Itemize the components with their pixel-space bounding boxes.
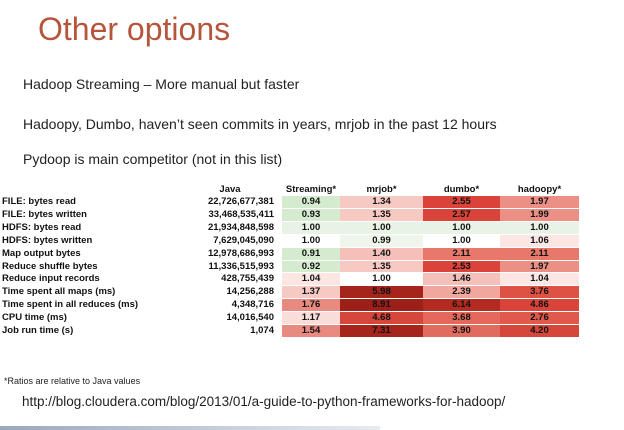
row-label: Reduce input records: [2, 273, 100, 285]
java-value: 14,016,540: [226, 312, 274, 324]
mrjob-ratio: 1.00: [340, 272, 423, 287]
table-row: Map output bytes 12,978,686,993 0.91 1.40 2.…: [0, 247, 579, 261]
hadoopy-ratio: 1.99: [500, 208, 579, 222]
hadoopy-ratio: 2.76: [500, 311, 579, 326]
dumbo-ratio: 2.11: [423, 247, 500, 261]
mrjob-ratio: 1.35: [340, 208, 423, 222]
header-mrjob: mrjob*: [366, 183, 397, 195]
streaming-ratio: 0.93: [282, 208, 340, 222]
streaming-ratio: 0.92: [282, 260, 340, 274]
mrjob-ratio: 1.40: [340, 247, 423, 261]
table-row: Time spent all maps (ms) 14,256,288 1.37 5.…: [0, 285, 579, 300]
hadoopy-ratio: 1.97: [500, 260, 579, 274]
row-label: HDFS: bytes read: [2, 221, 82, 233]
mrjob-ratio: 1.35: [340, 260, 423, 274]
streaming-ratio: 1.00: [282, 234, 340, 248]
mrjob-ratio: 5.98: [340, 285, 423, 300]
hadoopy-ratio: 1.00: [500, 221, 579, 235]
table-row: Job run time (s) 1,074 1.54 7.31 3.90 4.20: [0, 324, 579, 338]
table-row: CPU time (ms) 14,016,540 1.17 4.68 3.68 2.76: [0, 311, 579, 326]
java-value: 22,726,677,381: [207, 196, 274, 208]
bullet-hadoop-streaming: Hadoop Streaming – More manual but faste…: [23, 76, 300, 92]
dumbo-ratio: 3.90: [423, 324, 500, 338]
row-label: Time spent in all reduces (ms): [2, 299, 139, 311]
dumbo-ratio: 1.46: [423, 272, 500, 287]
row-label: CPU time (ms): [2, 312, 67, 324]
source-url[interactable]: http://blog.cloudera.com/blog/2013/01/a-…: [22, 394, 506, 409]
header-dumbo: dumbo*: [443, 183, 480, 195]
streaming-ratio: 1.54: [282, 324, 340, 338]
bottom-decoration-bar: [0, 426, 380, 430]
row-label: Map output bytes: [2, 247, 81, 259]
java-value: 21,934,848,598: [207, 221, 274, 233]
dumbo-ratio: 2.55: [423, 196, 500, 209]
streaming-ratio: 1.37: [282, 285, 340, 300]
mrjob-ratio: 1.00: [340, 221, 423, 235]
hadoopy-ratio: 1.06: [500, 234, 579, 248]
java-value: 7,629,045,090: [213, 234, 274, 246]
dumbo-ratio: 3.68: [423, 311, 500, 326]
mrjob-ratio: 7.31: [340, 324, 423, 338]
dumbo-ratio: 2.39: [423, 285, 500, 300]
java-value: 11,336,515,993: [208, 260, 274, 272]
java-value: 428,755,439: [221, 273, 274, 285]
footnote: *Ratios are relative to Java values: [4, 376, 141, 386]
mrjob-ratio: 8.91: [340, 298, 423, 313]
java-value: 12,978,686,993: [207, 247, 274, 259]
java-value: 1,074: [250, 325, 274, 337]
dumbo-ratio: 6.14: [423, 298, 500, 313]
table-row: Reduce shuffle bytes 11,336,515,993 0.92 1.…: [0, 260, 579, 274]
dumbo-ratio: 2.57: [423, 208, 500, 222]
streaming-ratio: 0.94: [282, 196, 340, 209]
streaming-ratio: 1.04: [282, 272, 340, 287]
streaming-ratio: 1.17: [282, 311, 340, 326]
table-row: Reduce input records 428,755,439 1.04 1.00 1…: [0, 272, 579, 287]
table-row: FILE: bytes read 22,726,677,381 0.94 1.34 2.…: [0, 196, 579, 209]
slide-title: Other options: [38, 11, 231, 47]
streaming-ratio: 0.91: [282, 247, 340, 261]
dumbo-ratio: 1.00: [423, 234, 500, 248]
streaming-ratio: 1.00: [282, 221, 340, 235]
row-label: FILE: bytes read: [2, 196, 76, 208]
header-java: Java: [219, 183, 241, 195]
table-row: HDFS: bytes read 21,934,848,598 1.00 1.00 1.…: [0, 221, 579, 235]
row-label: Reduce shuffle bytes: [2, 260, 98, 272]
bullet-pydoop: Pydoop is main competitor (not in this l…: [23, 151, 283, 167]
table-row: HDFS: bytes written 7,629,045,090 1.00 0.99…: [0, 234, 579, 248]
hadoopy-ratio: 4.86: [500, 298, 579, 313]
header-label: [0, 182, 178, 196]
table-body: FILE: bytes read 22,726,677,381 0.94 1.34 2.…: [0, 196, 579, 338]
bullet-hadoopy-dumbo: Hadoopy, Dumbo, haven’t seen commits in …: [23, 116, 497, 132]
table-header-row: Java Streaming* mrjob* dumbo* hadoopy*: [0, 182, 579, 196]
hadoopy-ratio: 1.04: [500, 272, 579, 287]
header-streaming: Streaming*: [285, 183, 337, 195]
table-row: Time spent in all reduces (ms) 4,348,716 1…: [0, 298, 579, 313]
hadoopy-ratio: 4.20: [500, 324, 579, 338]
mrjob-ratio: 0.99: [340, 234, 423, 248]
mrjob-ratio: 4.68: [340, 311, 423, 326]
java-value: 33,468,535,411: [208, 208, 274, 220]
java-value: 4,348,716: [231, 299, 274, 311]
row-label: Time spent all maps (ms): [2, 286, 116, 298]
mrjob-ratio: 1.34: [340, 196, 423, 209]
comparison-table: Java Streaming* mrjob* dumbo* hadoopy* F…: [0, 182, 579, 338]
streaming-ratio: 1.76: [282, 298, 340, 313]
hadoopy-ratio: 3.76: [500, 285, 579, 300]
row-label: HDFS: bytes written: [2, 234, 93, 246]
java-value: 14,256,288: [226, 286, 274, 298]
dumbo-ratio: 1.00: [423, 221, 500, 235]
row-label: Job run time (s): [2, 325, 74, 337]
hadoopy-ratio: 2.11: [500, 247, 579, 261]
hadoopy-ratio: 1.97: [500, 196, 579, 209]
row-label: FILE: bytes written: [2, 208, 87, 220]
table-row: FILE: bytes written 33,468,535,411 0.93 1.3…: [0, 208, 579, 222]
header-hadoopy: hadoopy*: [517, 183, 562, 195]
dumbo-ratio: 2.53: [423, 260, 500, 274]
